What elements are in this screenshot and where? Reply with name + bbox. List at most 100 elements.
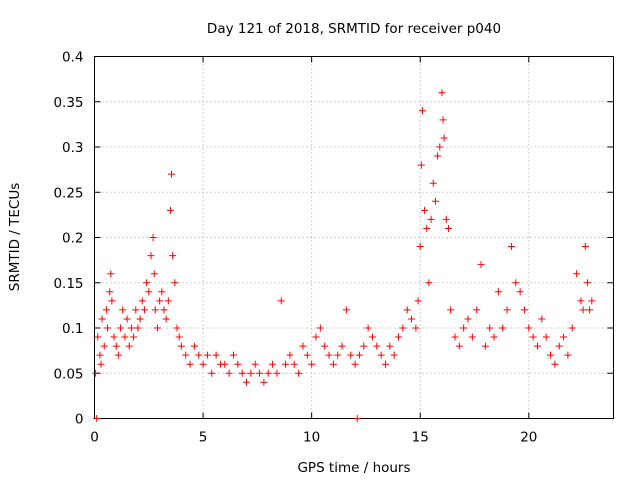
data-point: [486, 324, 494, 332]
data-point: [342, 306, 350, 314]
data-point: [277, 297, 285, 305]
data-point: [473, 306, 481, 314]
data-point: [425, 279, 433, 287]
data-point: [368, 333, 376, 341]
data-point: [125, 342, 133, 350]
data-point: [560, 333, 568, 341]
data-point: [564, 351, 572, 359]
data-point: [447, 306, 455, 314]
data-point: [167, 206, 175, 214]
data-point: [438, 89, 446, 97]
data-point: [353, 415, 361, 422]
data-point: [114, 351, 122, 359]
data-point: [94, 333, 102, 341]
data-point: [190, 342, 198, 350]
data-point: [399, 324, 407, 332]
data-point: [247, 369, 255, 377]
data-point: [494, 288, 502, 296]
y-tick-label: 0.15: [53, 276, 83, 292]
data-point: [221, 360, 229, 368]
data-point: [117, 324, 125, 332]
data-point: [440, 134, 448, 142]
y-tick-label: 0.25: [53, 185, 83, 201]
data-point: [195, 351, 203, 359]
data-point: [140, 306, 148, 314]
data-point: [303, 351, 311, 359]
data-point: [381, 360, 389, 368]
data-point: [229, 351, 237, 359]
data-point: [121, 333, 129, 341]
data-point: [168, 170, 176, 178]
data-point: [403, 306, 411, 314]
data-point: [525, 324, 533, 332]
data-point: [312, 333, 320, 341]
data-point: [100, 342, 108, 350]
data-point: [127, 324, 135, 332]
data-point: [512, 279, 520, 287]
data-point: [130, 333, 138, 341]
data-point: [451, 333, 459, 341]
data-point: [92, 369, 100, 377]
data-point: [583, 279, 591, 287]
data-point: [98, 315, 106, 323]
x-tick-label: 0: [90, 430, 99, 446]
data-point: [177, 342, 185, 350]
data-point: [481, 342, 489, 350]
data-point: [160, 306, 168, 314]
data-point: [588, 297, 596, 305]
data-point: [507, 243, 515, 251]
data-point: [123, 315, 131, 323]
data-point: [579, 306, 587, 314]
point-layer: [92, 89, 596, 422]
data-point: [581, 243, 589, 251]
data-point: [577, 297, 585, 305]
data-point: [102, 306, 110, 314]
data-point: [132, 306, 140, 314]
data-point: [273, 369, 281, 377]
data-point: [442, 215, 450, 223]
data-point: [533, 342, 541, 350]
data-point: [417, 161, 425, 169]
data-point: [499, 324, 507, 332]
data-point: [260, 378, 268, 386]
data-point: [347, 351, 355, 359]
data-point: [225, 369, 233, 377]
data-point: [138, 297, 146, 305]
data-point: [145, 288, 153, 296]
data-point: [439, 116, 447, 124]
data-point: [238, 369, 246, 377]
data-point: [106, 288, 114, 296]
data-point: [568, 324, 576, 332]
x-tick-label: 15: [412, 430, 429, 446]
data-point: [208, 369, 216, 377]
y-tick-label: 0.05: [53, 366, 83, 382]
data-point: [423, 224, 431, 232]
data-point: [321, 342, 329, 350]
data-point: [93, 415, 101, 422]
data-point: [325, 351, 333, 359]
tick-layer: 0 0.05 0.1 0.15 0.2 0.25 0.3 0.35 0.4 0 5 10 15 20: [53, 50, 614, 446]
data-point: [586, 306, 594, 314]
data-point: [412, 324, 420, 332]
data-point: [520, 306, 528, 314]
y-tick-label: 0: [75, 412, 84, 428]
y-tick-label: 0.4: [62, 50, 83, 66]
data-point: [386, 342, 394, 350]
data-point: [477, 261, 485, 269]
data-point: [295, 369, 303, 377]
data-point: [431, 197, 439, 205]
data-point: [468, 333, 476, 341]
data-point: [538, 315, 546, 323]
data-point: [110, 333, 118, 341]
data-point: [421, 206, 429, 214]
data-point: [414, 297, 422, 305]
data-point: [444, 224, 452, 232]
data-point: [199, 360, 207, 368]
data-point: [173, 324, 181, 332]
data-point: [503, 306, 511, 314]
data-point: [112, 342, 120, 350]
y-tick-label: 0.1: [62, 321, 83, 337]
data-point: [373, 342, 381, 350]
data-point: [338, 342, 346, 350]
